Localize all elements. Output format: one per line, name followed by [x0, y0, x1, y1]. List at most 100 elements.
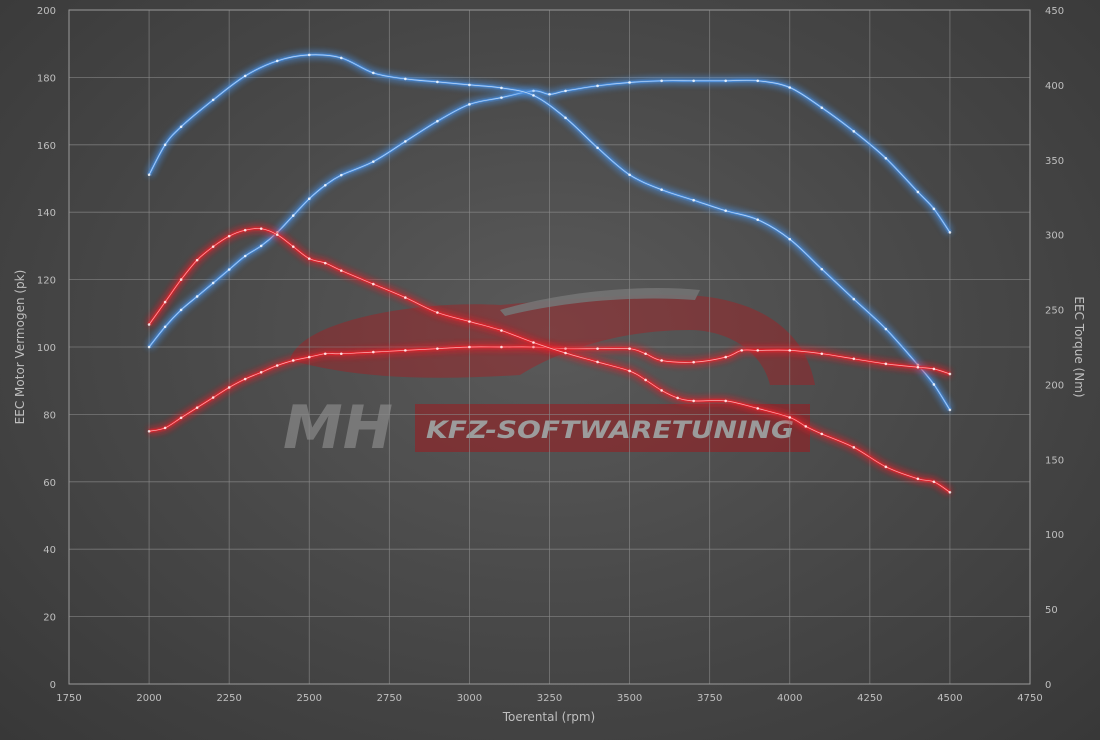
- data-point: [532, 89, 535, 93]
- series-highlight: [148, 79, 951, 348]
- data-point: [916, 365, 920, 369]
- swoosh-icon: [500, 288, 700, 316]
- data-point: [932, 367, 936, 371]
- data-point: [179, 308, 183, 312]
- data-point: [820, 352, 824, 356]
- y-tick-label-right: 250: [1045, 306, 1064, 317]
- data-point: [788, 349, 792, 352]
- watermark-logo: MH KFZ-SOFTWARETUNING: [283, 288, 815, 463]
- data-point: [852, 357, 856, 361]
- data-point: [307, 53, 311, 57]
- data-point: [468, 103, 471, 106]
- y-tick-label-left: 80: [43, 410, 56, 421]
- data-point: [195, 258, 199, 262]
- data-point: [932, 480, 936, 484]
- data-point: [596, 360, 599, 364]
- data-point: [468, 345, 471, 349]
- y-tick-label-right: 450: [1045, 6, 1064, 17]
- series-0: [147, 77, 952, 349]
- y-tick-label-left: 60: [43, 478, 56, 489]
- data-point: [404, 77, 407, 81]
- y-tick-label-right: 0: [1045, 680, 1051, 691]
- data-point: [195, 406, 199, 409]
- data-point: [404, 349, 407, 352]
- y-tick-label-right: 150: [1045, 455, 1064, 466]
- data-point: [788, 237, 792, 241]
- data-point: [948, 408, 952, 412]
- data-point: [948, 372, 952, 376]
- data-point: [163, 143, 167, 147]
- data-point: [243, 228, 247, 232]
- data-point: [660, 389, 663, 392]
- data-point: [852, 297, 856, 301]
- data-point: [275, 233, 279, 236]
- y-tick-label-left: 0: [50, 680, 56, 691]
- car-silhouette-icon: [290, 294, 815, 385]
- data-point: [147, 173, 151, 177]
- data-point: [323, 352, 327, 356]
- data-point: [804, 425, 808, 428]
- data-point: [195, 295, 199, 298]
- data-point: [756, 218, 760, 221]
- data-point: [628, 369, 631, 373]
- data-point: [291, 245, 295, 248]
- data-point: [932, 207, 936, 211]
- data-point: [532, 341, 535, 344]
- data-point: [916, 477, 920, 481]
- data-point: [436, 119, 439, 123]
- data-point: [323, 183, 327, 187]
- plot-frame: [68, 9, 1031, 685]
- data-point: [948, 231, 952, 234]
- data-point: [227, 386, 231, 389]
- data-point: [468, 320, 471, 323]
- y-axis-left: 0 20 40 60 80 100 120 140 160 180 200: [37, 6, 56, 691]
- y-tick-label-left: 180: [37, 73, 56, 84]
- data-point: [307, 257, 311, 260]
- data-point: [532, 345, 535, 349]
- data-point: [211, 245, 215, 248]
- data-point: [211, 98, 215, 102]
- data-point: [532, 94, 535, 97]
- data-point: [884, 465, 888, 469]
- data-point: [211, 281, 215, 285]
- data-point: [179, 278, 183, 281]
- data-point: [564, 116, 567, 120]
- y-tick-label-left: 200: [37, 6, 56, 17]
- data-point: [788, 86, 792, 89]
- data-point: [147, 323, 151, 326]
- data-point: [628, 81, 631, 84]
- y-tick-label-right: 200: [1045, 380, 1064, 391]
- data-point: [211, 396, 215, 399]
- data-point: [179, 125, 183, 129]
- series-highlight: [148, 228, 951, 493]
- x-tick-label: 4750: [1017, 693, 1042, 704]
- y-tick-label-right: 100: [1045, 530, 1064, 541]
- data-point: [372, 160, 375, 163]
- data-point: [259, 227, 263, 230]
- data-point: [259, 244, 263, 248]
- y-tick-label-right: 350: [1045, 156, 1064, 167]
- data-point: [628, 173, 631, 177]
- data-point: [275, 364, 279, 367]
- data-point: [147, 345, 151, 349]
- data-point: [307, 355, 311, 359]
- data-point: [660, 79, 663, 83]
- data-point: [163, 325, 167, 329]
- data-point: [243, 254, 247, 258]
- data-point: [323, 261, 327, 265]
- data-point: [275, 59, 279, 63]
- data-point: [884, 156, 888, 160]
- series-highlight: [148, 54, 951, 411]
- data-point: [500, 329, 503, 332]
- data-point: [692, 399, 695, 403]
- data-point: [500, 345, 503, 349]
- data-point: [436, 311, 439, 314]
- data-point: [820, 106, 824, 110]
- data-point: [564, 89, 567, 93]
- data-point: [163, 426, 167, 430]
- data-point: [436, 347, 439, 350]
- x-tick-label: 2250: [216, 693, 241, 704]
- data-point: [692, 360, 695, 364]
- data-point: [500, 86, 503, 90]
